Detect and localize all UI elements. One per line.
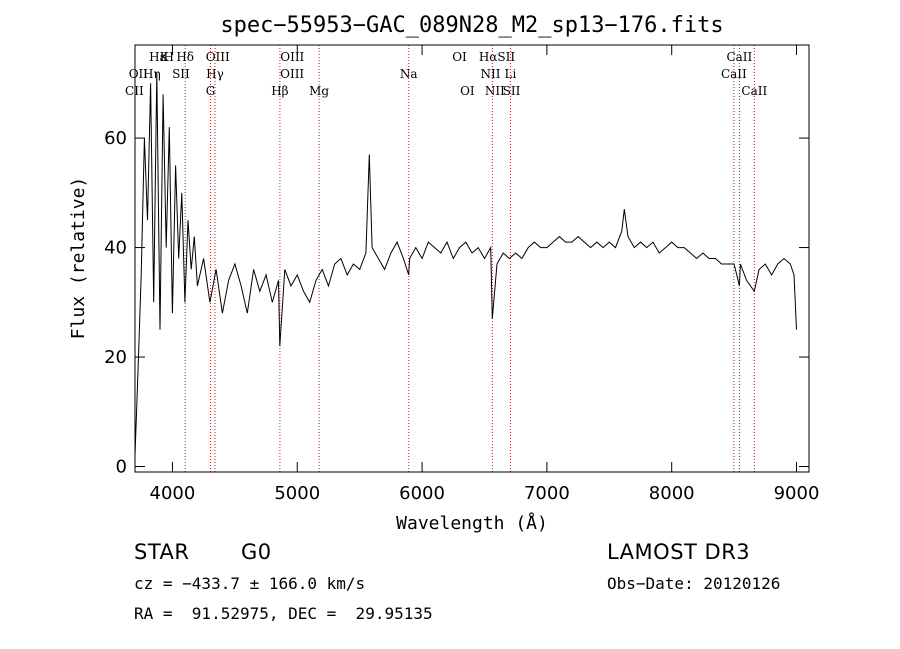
line-label-2-6: SII: [503, 84, 521, 98]
x-tick-label-7000: 7000: [524, 483, 570, 504]
line-label-1-0: OII: [129, 67, 149, 81]
line-label-2-1: G: [206, 84, 216, 98]
y-tick-label-20: 20: [104, 347, 127, 368]
line-label-0-4: OIII: [206, 50, 230, 64]
line-label-0-7: HαSII: [479, 50, 516, 64]
line-label-1-4: OIII: [280, 67, 304, 81]
chart-title: spec−55953−GAC_089N28_M2_sp13−176.fits: [220, 13, 723, 38]
x-tick-label-6000: 6000: [399, 483, 445, 504]
y-tick-label-0: 0: [116, 457, 127, 478]
line-label-2-2: Hβ: [271, 84, 288, 98]
line-label-0-2: H: [163, 50, 173, 64]
line-label-2-4: OI: [460, 84, 475, 98]
line-label-1-6: NII: [480, 67, 500, 81]
x-tick-label-9000: 9000: [774, 483, 820, 504]
object-subclass: G0: [241, 540, 272, 564]
plot-frame: [134, 44, 810, 473]
line-label-0-3: Hδ: [176, 50, 194, 64]
line-label-1-3: Hγ: [206, 67, 224, 81]
coordinates-radec: RA = 91.52975, DEC = 29.95135: [134, 604, 433, 623]
line-label-0-8: CaII: [726, 50, 752, 64]
x-axis-label: Wavelength (Å): [396, 512, 548, 534]
y-tick-label-60: 60: [104, 128, 127, 149]
redshift-cz: cz = −433.7 ± 166.0 km/s: [134, 574, 366, 593]
x-tick-label-4000: 4000: [150, 483, 196, 504]
line-label-1-1: Hη: [143, 67, 161, 81]
emission-line-markers: [184, 45, 755, 472]
y-axis-label: Flux (relative): [68, 177, 89, 340]
spectrum-series: [134, 72, 797, 456]
line-label-1-2: SII: [172, 67, 190, 81]
x-tick-label-8000: 8000: [649, 483, 695, 504]
line-label-1-5: Na: [400, 67, 418, 81]
line-label-0-0: Hε: [149, 50, 166, 64]
axis-ticks: 4000 5000 6000 7000 8000 9000 0 20 40 60: [104, 45, 819, 504]
line-label-2-3: Mg: [309, 84, 329, 98]
line-label-2-7: CaII: [741, 84, 767, 98]
observation-date: Obs−Date: 20120126: [607, 574, 781, 593]
line-label-1-8: CaII: [721, 67, 747, 81]
line-label-0-1: K: [160, 50, 170, 64]
line-label-0-6: OI: [452, 50, 467, 64]
y-tick-label-40: 40: [104, 238, 127, 259]
spectrum-line: [134, 72, 797, 456]
line-label-1-7: Li: [505, 67, 517, 81]
x-tick-label-5000: 5000: [274, 483, 320, 504]
survey-name: LAMOST DR3: [607, 540, 751, 564]
object-class: STAR: [134, 540, 190, 564]
line-label-2-0: CII: [125, 84, 144, 98]
line-label-0-5: OIII: [280, 50, 304, 64]
line-label-2-5: NII: [485, 84, 505, 98]
